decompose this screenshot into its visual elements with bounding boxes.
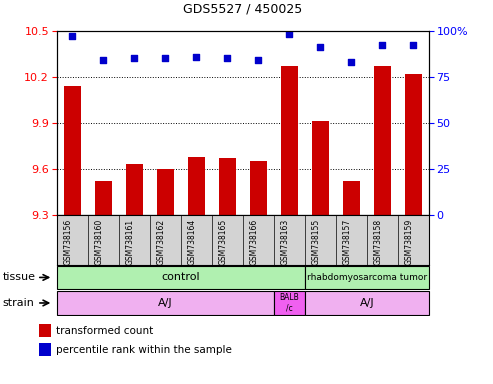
Text: GSM738163: GSM738163 <box>281 219 289 265</box>
Bar <box>281 66 298 215</box>
Bar <box>126 164 143 215</box>
Point <box>379 42 387 48</box>
Text: A/J: A/J <box>158 298 173 308</box>
Text: GSM738161: GSM738161 <box>125 219 134 265</box>
Point <box>223 55 231 61</box>
Text: GSM738158: GSM738158 <box>373 219 383 265</box>
Text: rhabdomyosarcoma tumor: rhabdomyosarcoma tumor <box>307 273 427 282</box>
Text: tissue: tissue <box>2 272 35 283</box>
Bar <box>312 121 329 215</box>
Text: GSM738155: GSM738155 <box>312 219 320 265</box>
Point <box>410 42 418 48</box>
Text: GSM738156: GSM738156 <box>63 219 72 265</box>
Bar <box>405 74 422 215</box>
Bar <box>219 158 236 215</box>
Text: GSM738165: GSM738165 <box>218 219 227 265</box>
Text: GDS5527 / 450025: GDS5527 / 450025 <box>183 2 302 15</box>
Text: strain: strain <box>2 298 35 308</box>
Bar <box>250 161 267 215</box>
Text: GSM738164: GSM738164 <box>187 219 196 265</box>
Bar <box>188 157 205 215</box>
Point <box>68 33 76 39</box>
Bar <box>305 266 429 289</box>
Bar <box>57 291 274 315</box>
Point <box>130 55 138 61</box>
Text: GSM738166: GSM738166 <box>249 219 258 265</box>
Point <box>99 57 107 63</box>
Bar <box>343 181 360 215</box>
Bar <box>57 266 305 289</box>
Text: GSM738160: GSM738160 <box>94 219 103 265</box>
Bar <box>39 324 51 337</box>
Bar <box>39 343 51 356</box>
Bar <box>305 291 429 315</box>
Text: BALB
/c: BALB /c <box>280 293 299 313</box>
Bar <box>64 86 81 215</box>
Bar <box>95 181 112 215</box>
Point <box>254 57 262 63</box>
Point <box>192 53 200 60</box>
Bar <box>274 291 305 315</box>
Text: transformed count: transformed count <box>56 326 153 336</box>
Point <box>317 44 324 50</box>
Text: GSM738159: GSM738159 <box>404 219 414 265</box>
Bar <box>374 66 391 215</box>
Text: GSM738157: GSM738157 <box>342 219 352 265</box>
Point <box>285 31 293 38</box>
Text: A/J: A/J <box>359 298 374 308</box>
Text: control: control <box>161 272 200 283</box>
Point <box>161 55 169 61</box>
Text: percentile rank within the sample: percentile rank within the sample <box>56 345 232 355</box>
Point <box>348 59 355 65</box>
Bar <box>157 169 174 215</box>
Text: GSM738162: GSM738162 <box>156 219 165 265</box>
